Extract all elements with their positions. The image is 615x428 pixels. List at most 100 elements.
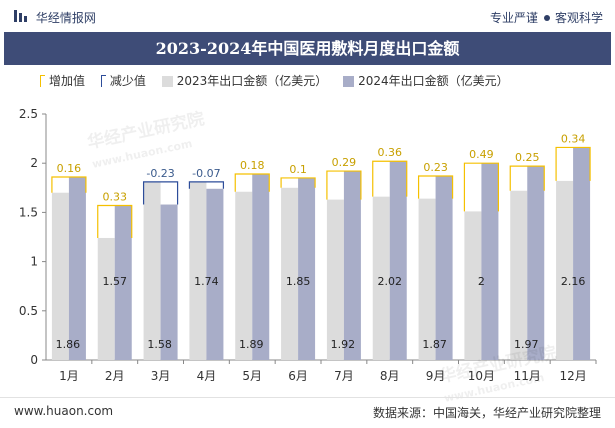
y-tick-label: 2	[30, 156, 38, 170]
brand-name: 华经情报网	[35, 11, 96, 25]
x-tick-label: 11月	[514, 369, 541, 383]
bar-2024	[298, 177, 316, 360]
change-value-label: 0.29	[332, 156, 357, 169]
increase-bracket-icon	[40, 75, 45, 87]
legend-item-2024: 2024年出口金额（亿美元）	[343, 72, 509, 89]
increase-bracket	[372, 160, 408, 197]
change-value-label: 0.25	[515, 151, 540, 164]
bar-2023	[235, 191, 253, 360]
y-tick-label: 0	[30, 353, 38, 367]
change-value-label: 0.1	[289, 163, 307, 176]
legend-item-decrease: 减少值	[100, 72, 146, 89]
separator-dot-icon	[543, 15, 550, 21]
bar-2023	[464, 211, 482, 360]
x-tick-label: 5月	[242, 369, 262, 383]
bar-chart: 0 0.5 1 1.5 2 2.5 1.86 0.16 1月 1.57 0.33 2月 1.58 -0.2…	[19, 107, 597, 383]
bar-2023	[97, 237, 115, 360]
increase-bracket	[97, 204, 133, 238]
bar-2024-value-label: 1.86	[56, 338, 81, 351]
brand-logo-icon	[14, 10, 28, 25]
swatch-2023-icon	[161, 76, 173, 87]
bar-2024	[206, 188, 224, 360]
bar-2024-value-label: 1.58	[147, 338, 172, 351]
bar-2023	[418, 198, 436, 360]
increase-bracket	[234, 173, 270, 192]
legend-label-2023: 2023年出口金额（亿美元）	[176, 74, 328, 88]
tagline-1: 专业严谨	[489, 11, 538, 25]
chart-legend: 增加值 减少值 2023年出口金额（亿美元） 2024年出口金额（亿美元）	[40, 72, 521, 89]
bar-2024	[68, 176, 86, 360]
change-value-label: 0.23	[423, 161, 448, 174]
bar-2023	[372, 196, 390, 360]
x-tick-label: 10月	[468, 369, 495, 383]
tagline: 专业严谨 客观科学	[490, 9, 603, 26]
bar-2023	[51, 192, 69, 360]
legend-label-decrease: 减少值	[109, 74, 146, 88]
x-tick-label: 3月	[151, 369, 171, 383]
bar-2024	[435, 175, 453, 360]
decrease-bracket-icon	[100, 75, 106, 87]
decrease-bracket	[142, 181, 179, 205]
x-tick-label: 6月	[288, 369, 308, 383]
legend-label-2024: 2024年出口金额（亿美元）	[358, 74, 509, 88]
bar-2024-value-label: 1.57	[103, 275, 128, 288]
tagline-2: 客观科学	[554, 11, 603, 25]
x-tick-label: 7月	[334, 369, 354, 383]
y-tick-label: 0.5	[19, 304, 38, 318]
bar-2023	[281, 187, 299, 360]
change-value-label: 0.49	[469, 148, 494, 161]
x-tick-label: 9月	[426, 369, 446, 383]
bar-2024-value-label: 1.85	[286, 275, 311, 288]
change-value-label: 0.33	[103, 191, 128, 204]
increase-bracket	[417, 175, 454, 199]
bar-2024	[252, 174, 270, 360]
change-value-label: -0.07	[192, 167, 220, 180]
bar-2023	[326, 199, 344, 360]
decrease-bracket	[188, 181, 225, 189]
footer-site[interactable]: www.huaon.com	[14, 404, 114, 418]
x-tick-label: 1月	[59, 369, 79, 383]
change-value-label: 0.36	[378, 146, 403, 159]
change-value-label: 0.34	[561, 132, 586, 145]
bar-2024	[527, 166, 545, 360]
bar-2024	[481, 163, 499, 360]
x-tick-label: 2月	[105, 369, 125, 383]
bar-2024-value-label: 2.02	[378, 275, 403, 288]
swatch-2024-icon	[343, 76, 355, 87]
y-tick-label: 2.5	[19, 107, 38, 121]
brand: 华经情报网	[14, 9, 96, 26]
chart-title: 2023-2024年中国医用敷料月度出口金额	[4, 32, 611, 65]
bar-2024-value-label: 2.16	[561, 275, 586, 288]
bar-2023	[143, 181, 161, 360]
footer: www.huaon.com 数据来源：中国海关，华经产业研究院整理	[0, 397, 615, 428]
increase-bracket	[280, 177, 316, 188]
change-value-label: 0.16	[57, 162, 82, 175]
bar-2024-value-label: 1.89	[239, 338, 264, 351]
legend-item-2023: 2023年出口金额（亿美元）	[161, 72, 328, 89]
increase-bracket	[509, 165, 545, 191]
legend-label-increase: 增加值	[49, 74, 86, 88]
y-tick-label: 1	[30, 255, 38, 269]
legend-item-increase: 增加值	[40, 72, 85, 89]
bar-2024	[573, 147, 591, 360]
change-value-label: 0.18	[240, 159, 265, 172]
top-bar: 华经情报网 专业严谨 客观科学	[0, 0, 615, 32]
bar-2024-value-label: 1.87	[422, 338, 447, 351]
bar-2024	[114, 205, 132, 360]
bar-2024-value-label: 1.74	[194, 275, 219, 288]
x-tick-label: 4月	[197, 369, 217, 383]
increase-bracket	[326, 170, 362, 200]
bar-2023	[189, 181, 207, 360]
change-value-label: -0.23	[146, 167, 174, 180]
footer-source: 数据来源：中国海关，华经产业研究院整理	[372, 406, 601, 420]
bar-2023	[556, 180, 574, 360]
x-tick-label: 8月	[380, 369, 400, 383]
bar-2024	[160, 204, 178, 360]
increase-bracket	[51, 176, 87, 193]
bar-2024	[389, 161, 407, 360]
bar-2023	[510, 190, 528, 360]
x-tick-label: 12月	[559, 369, 586, 383]
bar-2024-value-label: 1.97	[514, 338, 539, 351]
y-tick-label: 1.5	[19, 205, 38, 219]
